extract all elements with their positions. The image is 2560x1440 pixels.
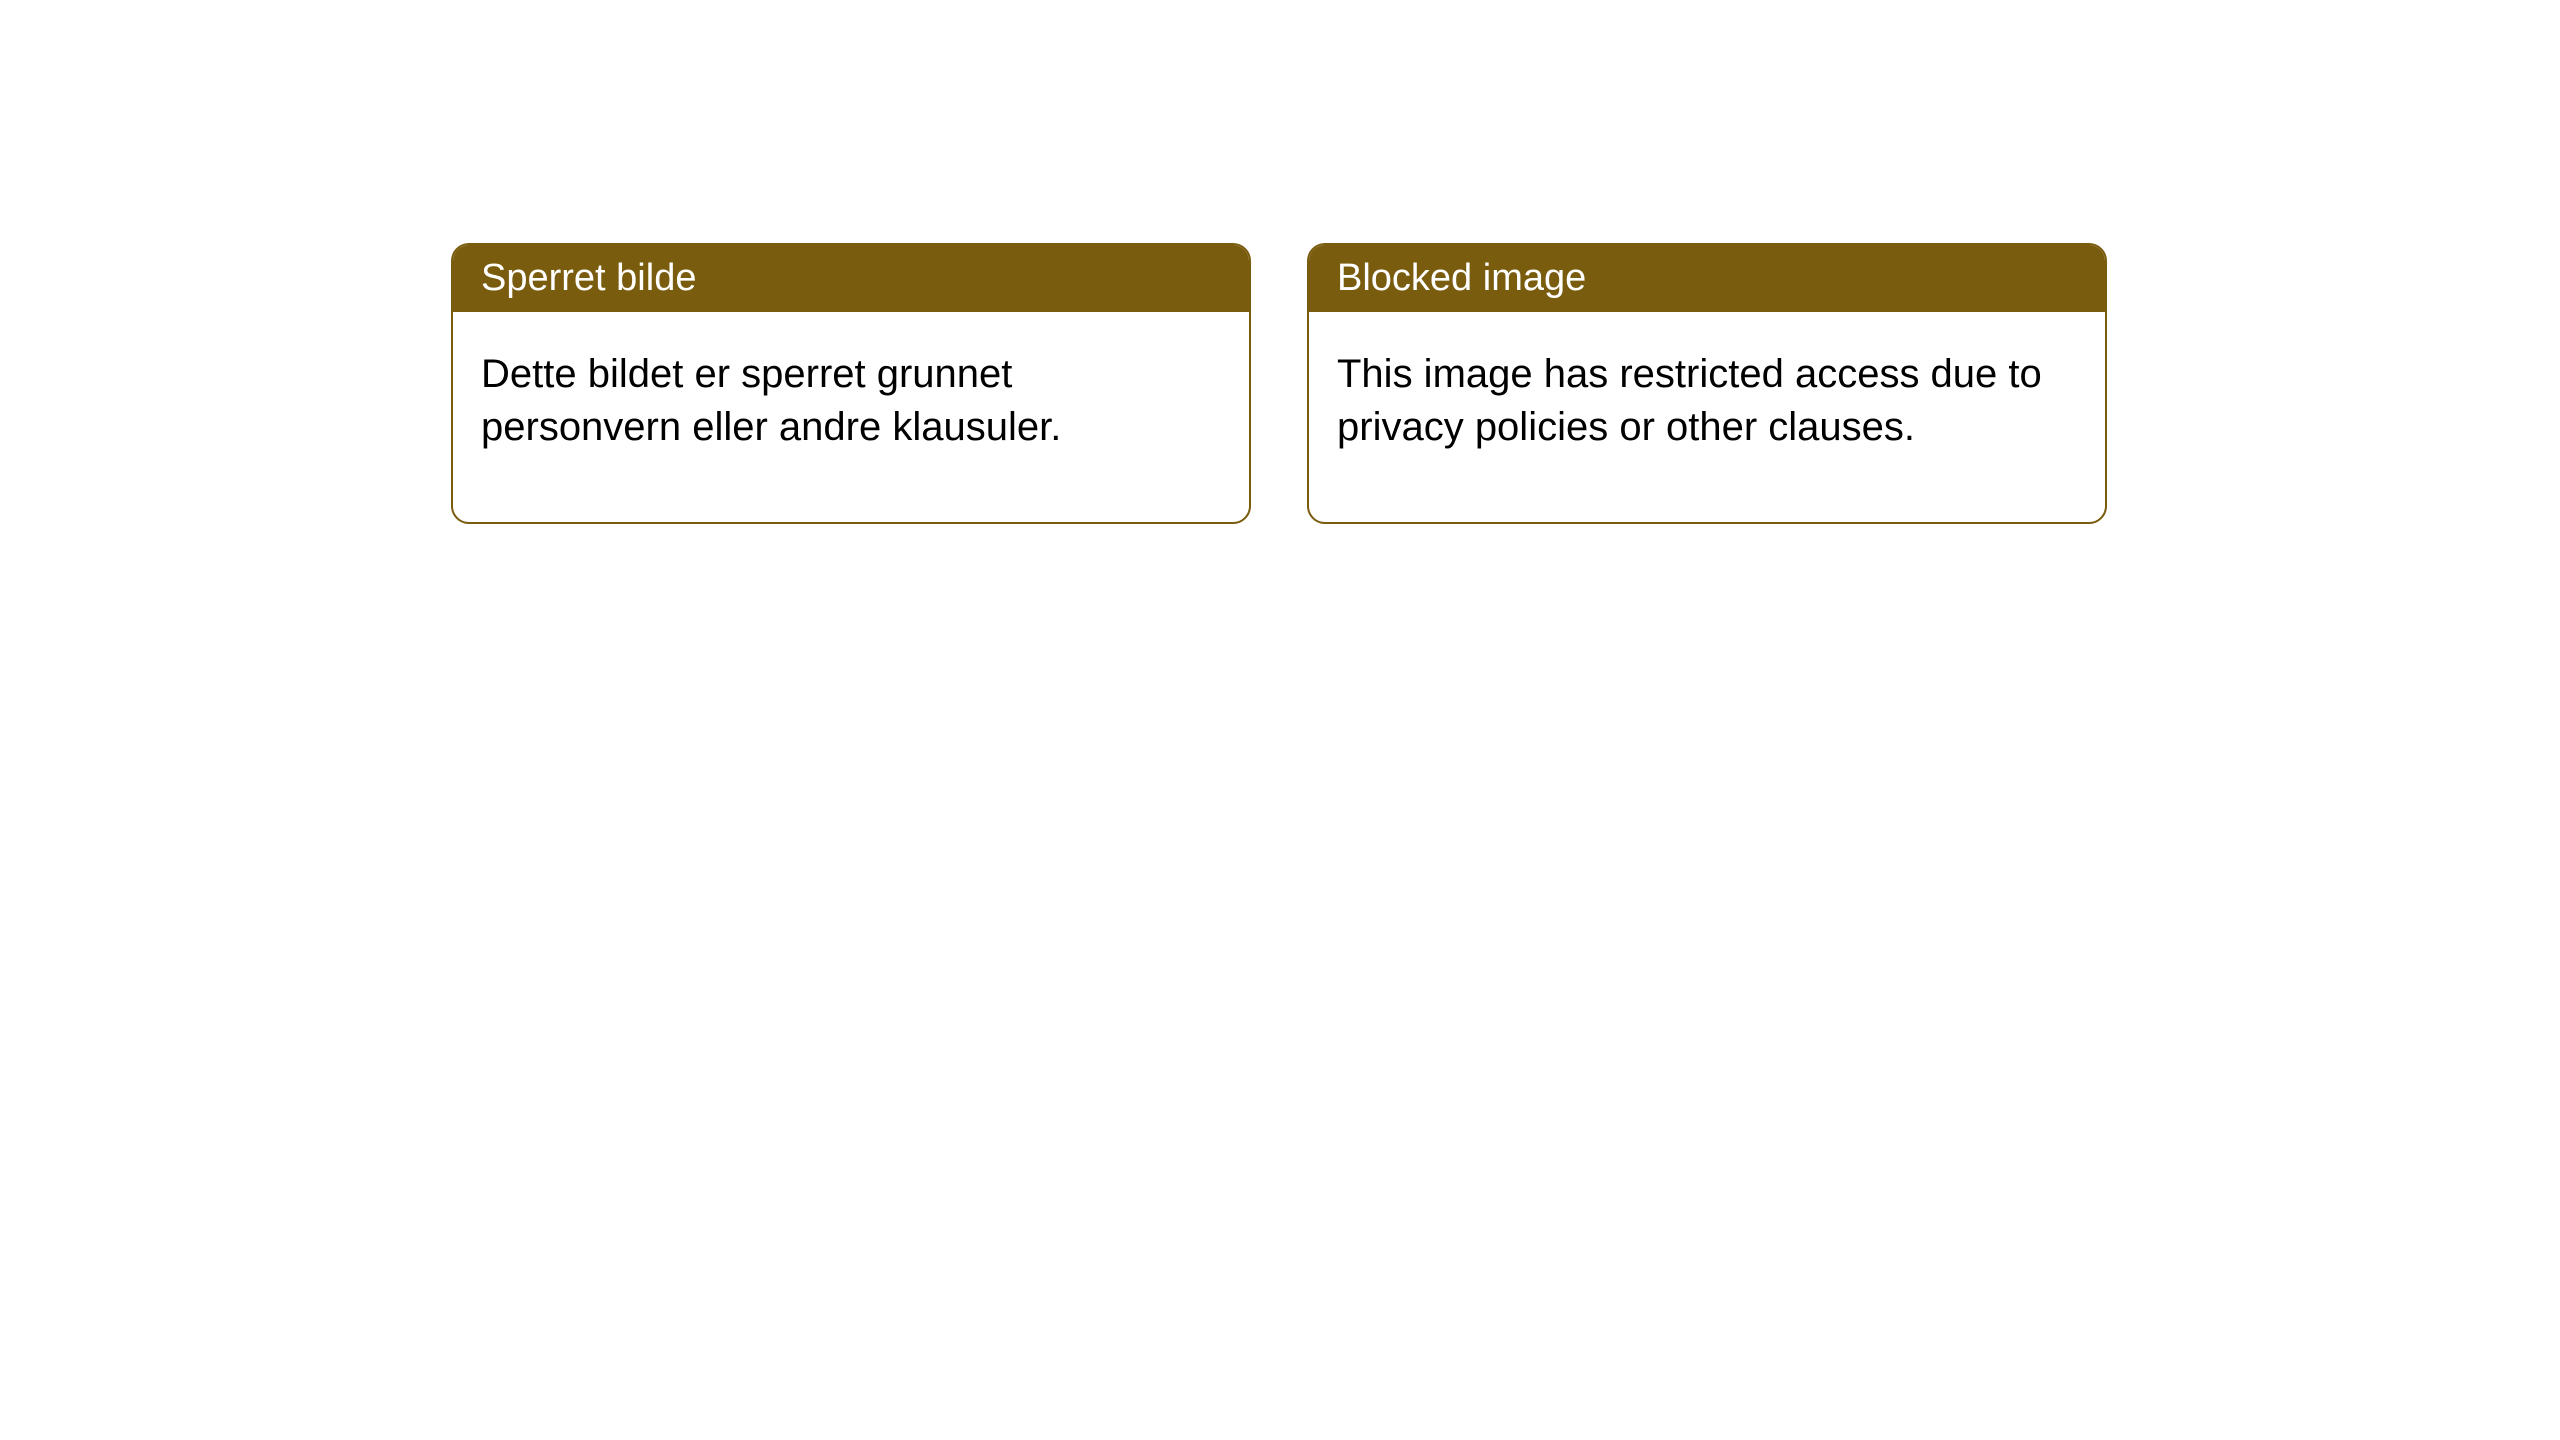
card-message-norwegian: Dette bildet er sperret grunnet personve… — [481, 352, 1061, 449]
notice-card-norwegian: Sperret bilde Dette bildet er sperret gr… — [451, 243, 1251, 524]
card-title-english: Blocked image — [1337, 257, 1586, 299]
card-header-english: Blocked image — [1309, 245, 2105, 312]
card-header-norwegian: Sperret bilde — [453, 245, 1249, 312]
card-message-english: This image has restricted access due to … — [1337, 352, 2042, 449]
notice-card-english: Blocked image This image has restricted … — [1307, 243, 2107, 524]
card-body-norwegian: Dette bildet er sperret grunnet personve… — [453, 312, 1249, 522]
card-body-english: This image has restricted access due to … — [1309, 312, 2105, 522]
card-title-norwegian: Sperret bilde — [481, 257, 696, 299]
notice-container: Sperret bilde Dette bildet er sperret gr… — [451, 243, 2107, 524]
